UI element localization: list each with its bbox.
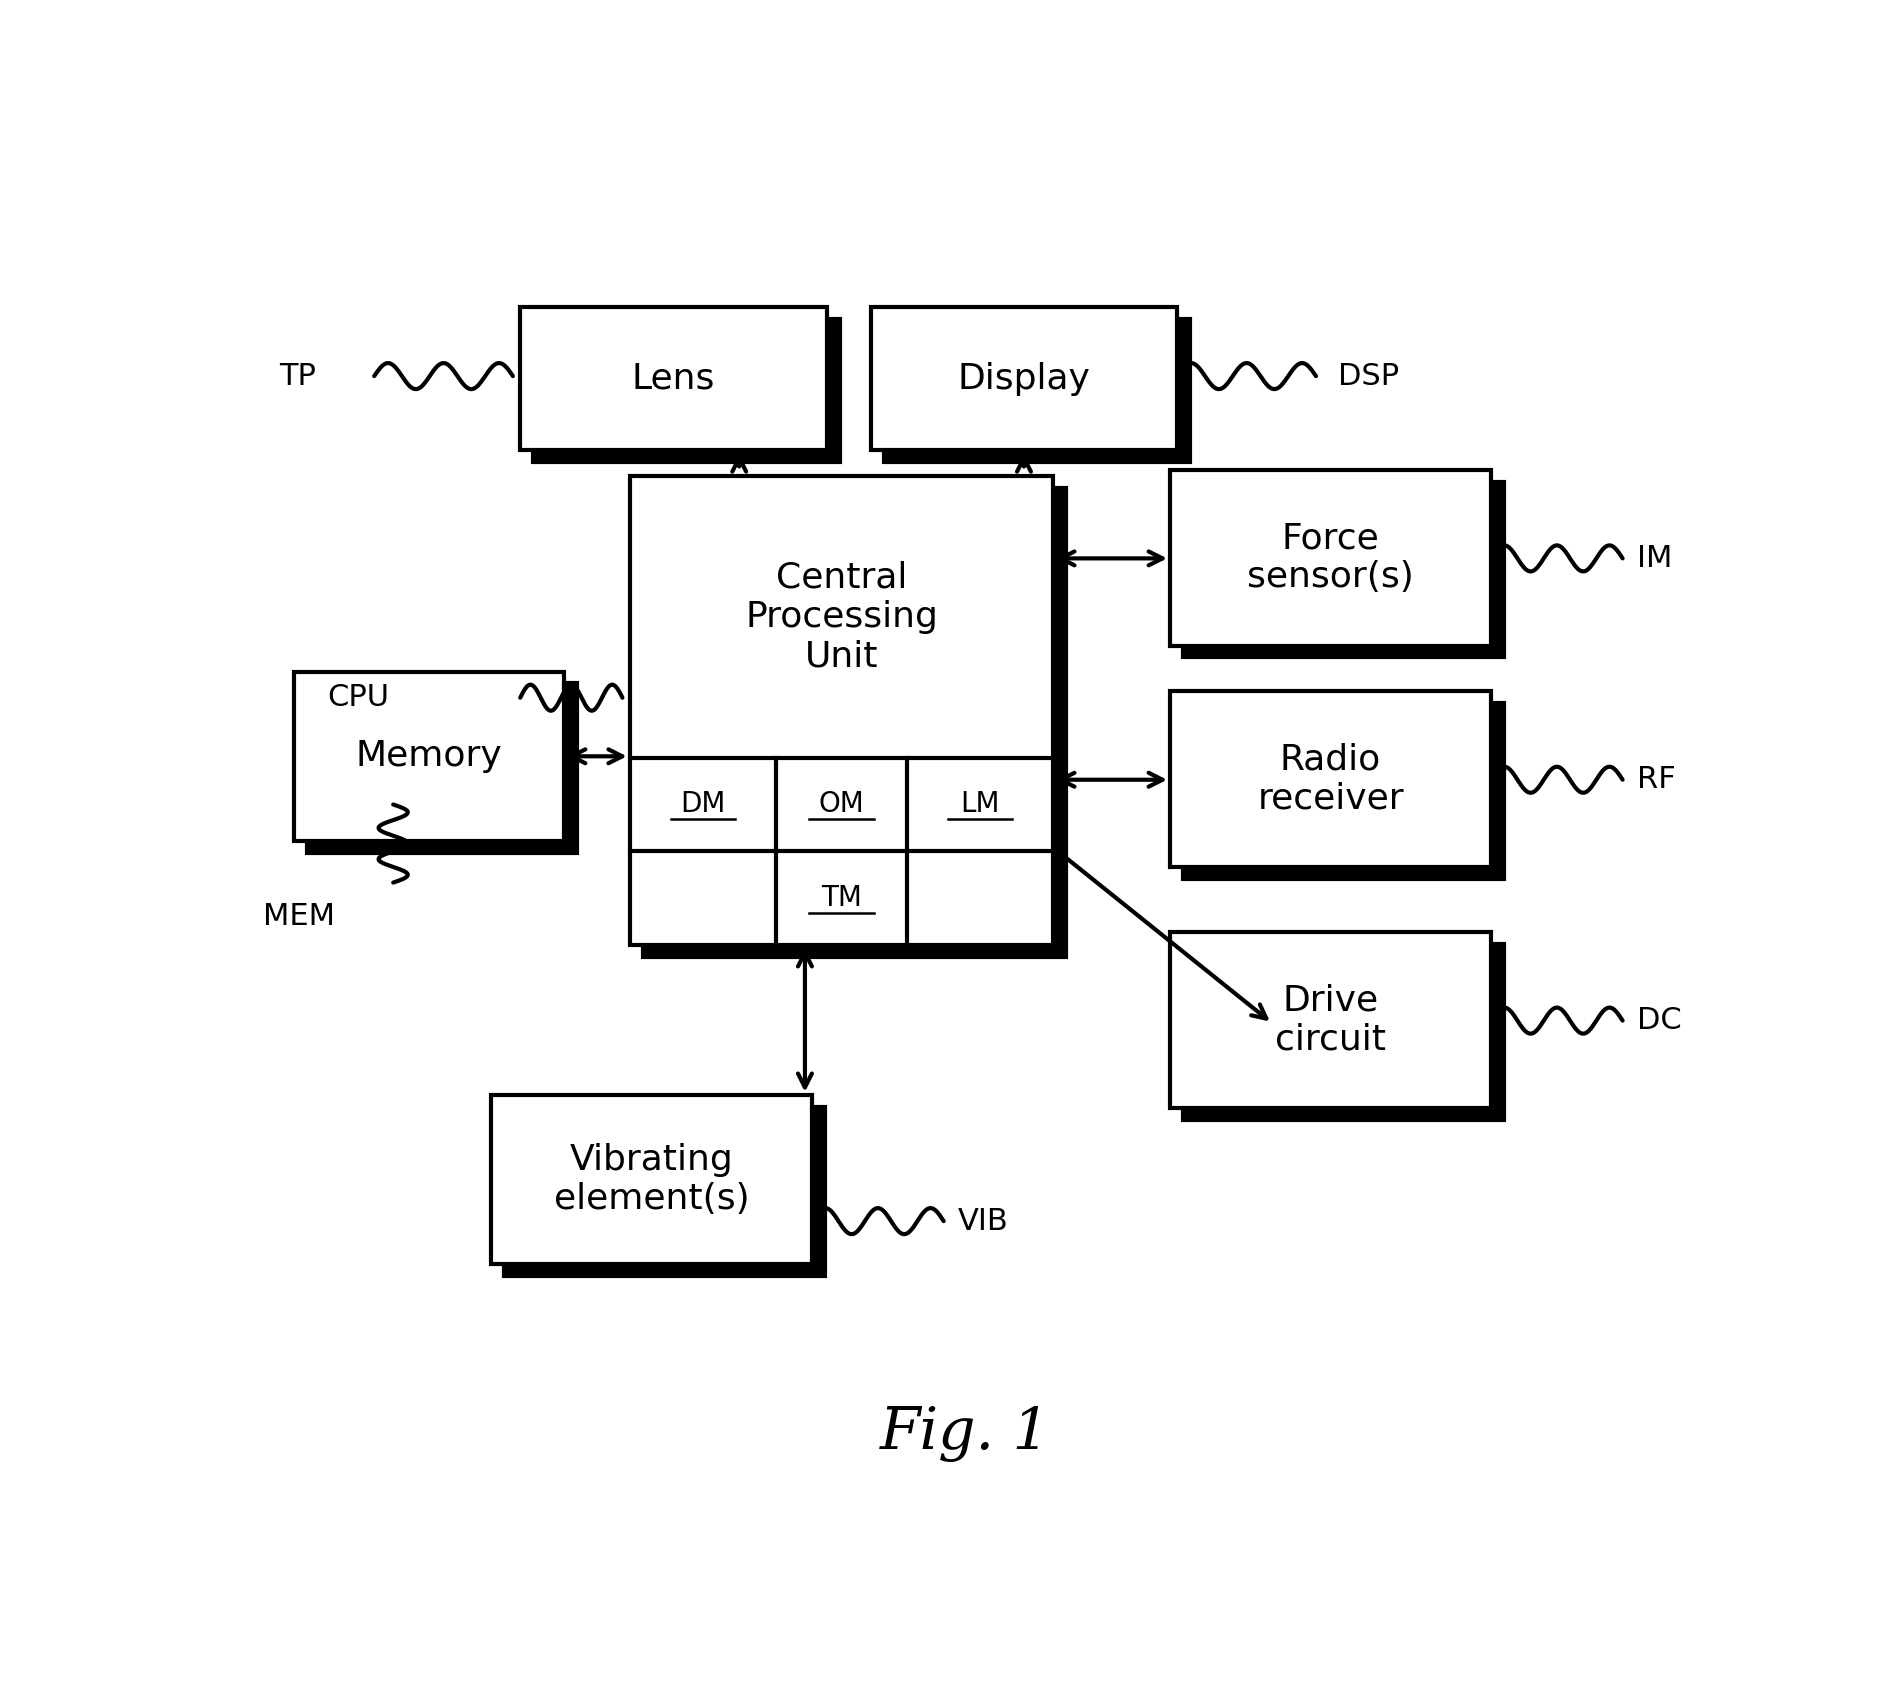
Text: TP: TP bbox=[279, 362, 317, 391]
Text: LM: LM bbox=[961, 790, 1000, 818]
Text: Radio
receiver: Radio receiver bbox=[1257, 742, 1404, 815]
Bar bbox=[1170, 932, 1492, 1108]
Bar bbox=[884, 320, 1191, 462]
Bar bbox=[520, 308, 827, 450]
Text: VIB: VIB bbox=[959, 1207, 1010, 1236]
Text: Drive
circuit: Drive circuit bbox=[1275, 982, 1387, 1057]
Text: MEM: MEM bbox=[262, 901, 335, 932]
Text: DSP: DSP bbox=[1338, 362, 1400, 391]
Text: Force
sensor(s): Force sensor(s) bbox=[1247, 521, 1415, 595]
Text: Vibrating
element(s): Vibrating element(s) bbox=[554, 1143, 750, 1216]
Text: TM: TM bbox=[821, 884, 861, 911]
Text: Fig. 1: Fig. 1 bbox=[880, 1405, 1051, 1461]
Text: Memory: Memory bbox=[356, 739, 503, 773]
Bar bbox=[307, 683, 577, 852]
Bar bbox=[294, 671, 563, 840]
Bar bbox=[505, 1106, 825, 1275]
Bar bbox=[1183, 703, 1503, 879]
Text: OM: OM bbox=[818, 790, 865, 818]
Text: DM: DM bbox=[680, 790, 725, 818]
Text: CPU: CPU bbox=[326, 683, 388, 712]
Bar bbox=[1170, 470, 1492, 646]
Bar bbox=[642, 489, 1066, 957]
Text: Lens: Lens bbox=[631, 362, 716, 396]
Bar bbox=[1183, 482, 1503, 658]
Text: Display: Display bbox=[957, 362, 1091, 396]
Bar bbox=[533, 320, 840, 462]
Text: IM: IM bbox=[1637, 545, 1673, 573]
Text: Central
Processing
Unit: Central Processing Unit bbox=[744, 561, 938, 673]
Bar bbox=[870, 308, 1178, 450]
Bar bbox=[1170, 692, 1492, 867]
Text: DC: DC bbox=[1637, 1006, 1682, 1035]
Bar bbox=[1183, 944, 1503, 1119]
Text: RF: RF bbox=[1637, 766, 1677, 795]
Bar bbox=[629, 477, 1053, 945]
Bar bbox=[492, 1094, 812, 1265]
